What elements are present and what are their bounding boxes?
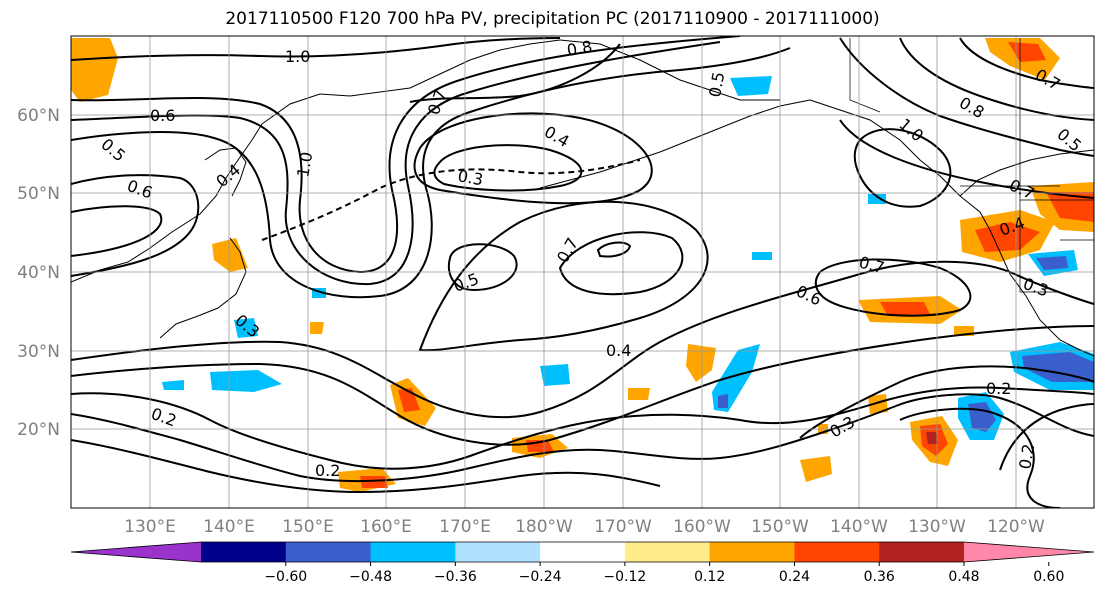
lat-label: 20°N	[17, 420, 60, 440]
pv-contours	[71, 36, 1094, 508]
colorbar-segment	[540, 542, 626, 562]
contour-label: 0.2	[1015, 442, 1038, 470]
longitude-labels: 130°E 140°E 150°E 160°E 170°E 180°W 170°…	[124, 517, 1045, 537]
map-title: 2017110500 F120 700 hPa PV, precipitatio…	[225, 9, 880, 29]
dashed-pv-contour	[261, 159, 641, 241]
lon-label: 150°E	[282, 517, 334, 537]
lon-label: 160°E	[360, 517, 412, 537]
colorbar: −0.60 −0.48 −0.36 −0.24 −0.12 0.12 0.24 0.36 0.4…	[70, 541, 1095, 585]
colorbar-tick-label: −0.60	[264, 569, 307, 585]
colorbar-tick-label: −0.12	[603, 569, 646, 585]
lon-label: 160°W	[673, 517, 731, 537]
political-borders	[849, 38, 1094, 293]
lon-label: 170°E	[439, 517, 491, 537]
contour-label: 1.0	[293, 150, 316, 178]
lon-label: 140°E	[203, 517, 255, 537]
colorbar-segment	[624, 542, 711, 562]
colorbar-tick-label: 0.60	[1033, 569, 1064, 585]
colorbar-tick-label: 0.12	[694, 569, 725, 585]
colorbar-extend-min	[71, 542, 201, 562]
lon-label: 140°W	[830, 517, 888, 537]
lon-label: 120°W	[987, 517, 1045, 537]
precip-positive-shading	[71, 38, 1094, 492]
colorbar-segment	[285, 542, 372, 562]
colorbar-extend-max	[964, 542, 1094, 562]
colorbar-tick-label: 0.36	[864, 569, 895, 585]
lon-label: 180°W	[515, 517, 573, 537]
contour-label: 0.2	[315, 461, 340, 480]
contour-label: 0.5	[705, 70, 728, 98]
colorbar-segment	[370, 542, 456, 562]
colorbar-tick-label: 0.24	[779, 569, 810, 585]
lat-label: 40°N	[17, 263, 60, 283]
lon-label: 170°W	[594, 517, 652, 537]
contour-label: 0.6	[150, 106, 175, 125]
lat-label: 60°N	[17, 106, 60, 126]
colorbar-tick-label: −0.48	[349, 569, 392, 585]
contour-label: 0.8	[565, 37, 593, 60]
colorbar-segment	[879, 542, 965, 562]
colorbar-tick-label: −0.36	[434, 569, 477, 585]
precip-negative-shading	[162, 76, 1094, 440]
lat-label: 50°N	[17, 184, 60, 204]
contour-label: 1.0	[285, 47, 310, 66]
colorbar-segment	[709, 542, 795, 562]
colorbar-tick-label: −0.24	[519, 569, 562, 585]
lon-label: 130°W	[908, 517, 966, 537]
contour-label: 0.3	[456, 166, 484, 189]
lat-label: 30°N	[17, 342, 60, 362]
contour-label: 0.2	[986, 379, 1011, 398]
latitude-labels: 60°N 50°N 40°N 30°N 20°N	[17, 106, 60, 440]
colorbar-outline	[70, 541, 1095, 563]
colorbar-segment	[794, 542, 880, 562]
lon-label: 150°W	[751, 517, 809, 537]
lon-label: 130°E	[124, 517, 176, 537]
graticule	[71, 36, 1094, 508]
colorbar-segment	[455, 542, 541, 562]
map-frame	[70, 35, 1095, 509]
colorbar-tick-label: 0.48	[948, 569, 979, 585]
colorbar-segment	[201, 542, 287, 562]
contour-label: 0.4	[606, 341, 631, 360]
